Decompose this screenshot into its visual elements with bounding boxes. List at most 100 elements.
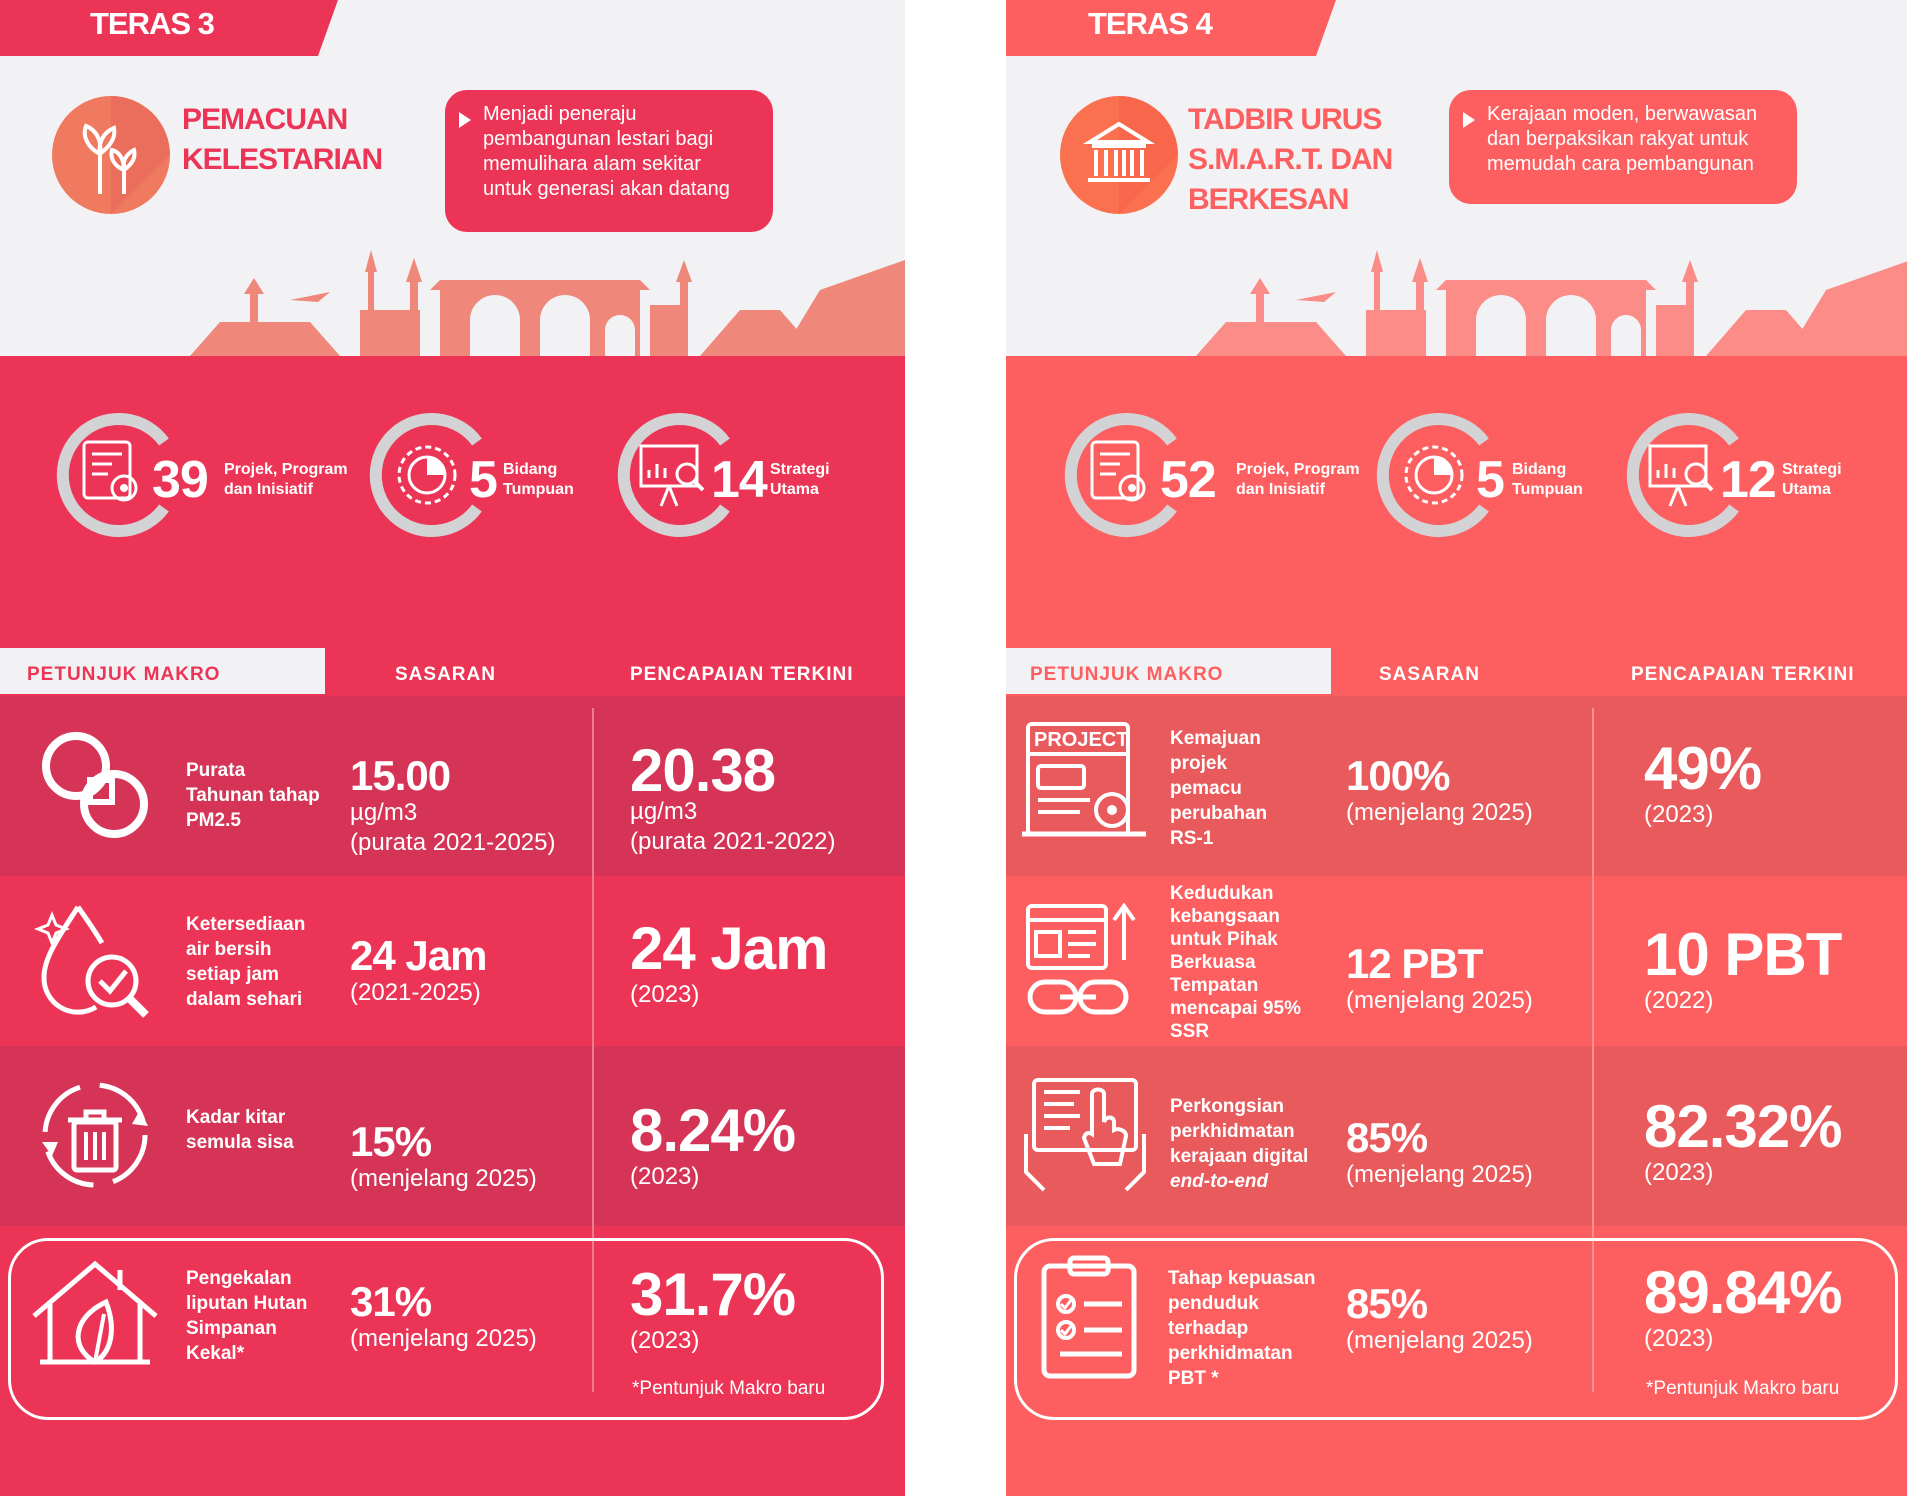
target-value: 85%: [1346, 1280, 1428, 1327]
presentation-chart-icon: [1626, 413, 1739, 537]
browser-chain-icon: [1026, 902, 1136, 1015]
title-line: S.M.A.R.T. DAN: [1188, 143, 1393, 176]
recycle-bin-icon: [42, 1082, 148, 1188]
stat-value: 5: [1476, 451, 1505, 509]
stat-label-line: Projek, Program: [1236, 461, 1360, 478]
table-row: [1006, 1046, 1907, 1226]
triangle-bullet-icon: [1463, 112, 1475, 128]
target-unit: µg/m3: [350, 799, 418, 826]
stat-strategies: 12 Strategi Utama: [1622, 412, 1882, 538]
achievement-header: PENCAPAIAN TERKINI: [630, 664, 854, 685]
target-value: 15%: [350, 1118, 432, 1165]
project-document-gear-icon: [1064, 413, 1177, 537]
indicator-label: Ketersediaan air bersih setiap jam dalam…: [186, 914, 306, 1010]
achievement-unit: µg/m3: [630, 798, 698, 825]
achievement-period: (purata 2021-2022): [630, 828, 836, 855]
target-period: (purata 2021-2025): [350, 829, 556, 856]
new-indicator-box: [1014, 1238, 1898, 1420]
stat-label-line: dan Inisiatif: [1236, 481, 1325, 498]
stat-label-line: Utama: [770, 481, 819, 498]
city-skyline-icon: [1196, 250, 1907, 356]
presentation-chart-icon: [617, 413, 730, 537]
project-badge: PROJECT: [1034, 729, 1128, 751]
tablet-hands-icon: [1024, 1078, 1146, 1192]
achievement-value: 8.24%: [630, 1097, 796, 1164]
indicator-label: Purata Tahunan tahap PM2.5: [186, 760, 320, 831]
target-value: 12 PBT: [1346, 940, 1483, 987]
stat-label: Bidang Tumpuan: [1512, 460, 1583, 500]
achievement-period: (2023): [1644, 1159, 1714, 1186]
stat-value: 14: [711, 451, 768, 509]
teras-tag: [1006, 0, 1336, 56]
stat-label-line: Strategi: [770, 461, 830, 478]
pm25-rings-icon: [42, 732, 148, 838]
description-box: Menjadi peneraju pembangunan lestari bag…: [445, 90, 773, 232]
triangle-bullet-icon: [459, 112, 471, 128]
water-drop-check-icon: [33, 905, 149, 1018]
indicator-label-text: Perkongsian perkhidmatan kerajaan digita…: [1170, 1096, 1309, 1167]
stat-label: Bidang Tumpuan: [503, 460, 574, 500]
indicator-header: PETUNJUK MAKRO: [1030, 664, 1224, 685]
target-period: (menjelang 2025): [1346, 1327, 1533, 1354]
stat-label-line: Strategi: [1782, 461, 1842, 478]
teras-tag: [0, 0, 338, 56]
stat-projects: 39 Projek, Program dan Inisiatif: [52, 412, 352, 538]
column-divider: [1592, 708, 1594, 1392]
achievement-period: (2023): [1644, 801, 1714, 828]
new-indicator-box: [8, 1238, 884, 1420]
achievement-header: PENCAPAIAN TERKINI: [1631, 664, 1855, 685]
sprout-icon: [52, 96, 170, 214]
project-document-gear-icon: [56, 413, 169, 537]
achievement-period: (2022): [1644, 987, 1714, 1014]
target-period: (menjelang 2025): [350, 1325, 537, 1352]
stat-label-line: Projek, Program: [224, 461, 348, 478]
target-value: 24 Jam: [350, 932, 487, 979]
target-period: (2021-2025): [350, 979, 481, 1006]
title-line: PEMACUAN: [182, 103, 348, 136]
description-text: Kerajaan moden, berwawasan dan berpaksik…: [1487, 103, 1758, 175]
stat-value: 52: [1160, 451, 1217, 509]
stat-label-line: Tumpuan: [1512, 481, 1583, 498]
achievement-period: (2023): [630, 1327, 700, 1354]
table-row: [0, 696, 905, 876]
pie-chart-gear-icon: [1376, 413, 1489, 537]
teras-title: TADBIR URUS S.M.A.R.T. DAN BERKESAN: [1188, 100, 1393, 220]
stat-label: Projek, Program dan Inisiatif: [224, 460, 348, 500]
clipboard-checklist-icon: [1041, 1255, 1137, 1379]
government-building-icon: [1060, 96, 1178, 214]
indicator-header-box: [0, 648, 325, 694]
main-area: [0, 356, 905, 1496]
title-line: TADBIR URUS: [1188, 103, 1382, 136]
stat-areas: 5 Bidang Tumpuan: [365, 412, 595, 538]
target-value: 85%: [1346, 1114, 1428, 1161]
achievement-period: (2023): [630, 1163, 700, 1190]
target-period: (menjelang 2025): [1346, 1161, 1533, 1188]
stat-label-line: Bidang: [503, 461, 558, 478]
teras-4-panel: TERAS 4 TADBIR URUS S.M.A.R.T. DAN BERKE…: [1006, 0, 1907, 1496]
indicator-label: Pengekalan liputan Hutan Simpanan Kekal*: [186, 1268, 308, 1364]
title-line: KELESTARIAN: [182, 143, 383, 176]
table-row: [0, 1046, 905, 1226]
column-divider: [592, 708, 594, 1392]
description-text: Menjadi peneraju pembangunan lestari bag…: [483, 103, 730, 200]
main-area: [1006, 356, 1907, 1496]
achievement-value: 20.38: [630, 737, 776, 804]
table-row: [1006, 696, 1907, 876]
footnote: *Pentunjuk Makro baru: [1646, 1378, 1840, 1399]
stat-areas: 5 Bidang Tumpuan: [1372, 412, 1602, 538]
indicator-label: Perkongsian perkhidmatan kerajaan digita…: [1170, 1094, 1330, 1194]
stat-value: 5: [469, 451, 498, 509]
target-period: (menjelang 2025): [1346, 987, 1533, 1014]
achievement-period: (2023): [630, 981, 700, 1008]
teras-label: TERAS 3: [90, 6, 215, 41]
stat-value: 39: [152, 451, 209, 509]
footnote: *Pentunjuk Makro baru: [632, 1378, 826, 1399]
achievement-period: (2023): [1644, 1325, 1714, 1352]
stat-label-line: dan Inisiatif: [224, 481, 313, 498]
achievement-value: 49%: [1644, 735, 1762, 802]
target-value: 15.00: [350, 752, 451, 799]
teras-3-panel: TERAS 3 PEMACUAN KELESTARIAN Menjadi pen…: [0, 0, 905, 1496]
stat-label-line: Tumpuan: [503, 481, 574, 498]
target-value: 31%: [350, 1278, 432, 1325]
target-value: 100%: [1346, 752, 1450, 799]
